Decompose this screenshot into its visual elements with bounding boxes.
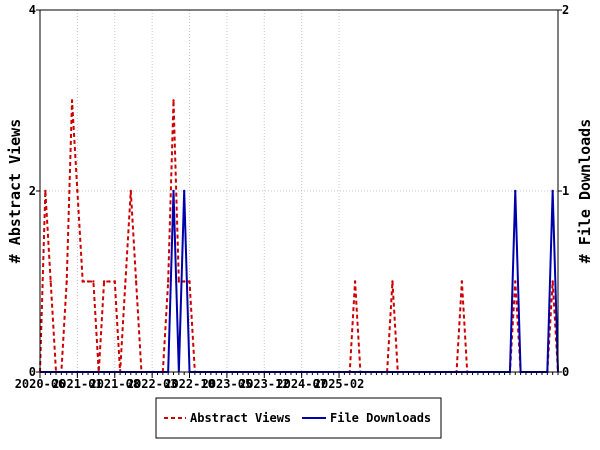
x-tick-label: 2022-10 bbox=[164, 377, 215, 391]
data-point bbox=[182, 189, 186, 193]
y-right-axis-title: # File Downloads bbox=[576, 119, 594, 264]
data-point bbox=[172, 99, 175, 102]
data-point bbox=[391, 280, 394, 283]
x-tick-label: 2021-08 bbox=[89, 377, 140, 391]
y-right-tick-label: 2 bbox=[562, 3, 569, 17]
x-tick-label: 2021-01 bbox=[52, 377, 103, 391]
data-point bbox=[44, 189, 47, 193]
data-point bbox=[92, 280, 95, 283]
data-point bbox=[76, 189, 79, 193]
data-point bbox=[113, 280, 116, 283]
series-layer bbox=[39, 99, 559, 373]
legend-box bbox=[155, 397, 442, 439]
data-point bbox=[551, 280, 554, 283]
data-point bbox=[49, 280, 52, 283]
data-point bbox=[134, 280, 138, 283]
data-point bbox=[353, 280, 357, 283]
x-tick-label: 2025-02 bbox=[314, 377, 365, 391]
data-point bbox=[177, 280, 181, 283]
data-point bbox=[188, 280, 191, 283]
data-point bbox=[102, 280, 106, 283]
y-right-tick-label: 1 bbox=[562, 184, 569, 198]
data-point bbox=[514, 280, 517, 283]
x-tick-label: 2022-03 bbox=[127, 377, 178, 391]
plot-frame bbox=[39, 9, 559, 373]
data-point bbox=[172, 189, 175, 193]
data-point bbox=[129, 189, 132, 193]
y-right-tick-label: 0 bbox=[562, 365, 569, 379]
y-left-tick-label: 4 bbox=[29, 3, 36, 17]
series-line-abstract-views bbox=[39, 100, 559, 373]
data-point bbox=[70, 99, 74, 102]
data-point bbox=[514, 189, 517, 193]
data-point bbox=[108, 280, 111, 283]
data-point bbox=[551, 189, 554, 193]
data-point bbox=[460, 280, 464, 283]
legend: Abstract Views File Downloads bbox=[155, 397, 442, 439]
labels-layer: 0 2 4 0 1 2 2020-062021-012021-082022-032022-1… bbox=[15, 3, 570, 391]
x-tick-label: 2020-06 bbox=[15, 377, 66, 391]
legend-label-views: Abstract Views bbox=[190, 411, 291, 425]
data-point bbox=[65, 280, 68, 283]
y-left-axis-title: # Abstract Views bbox=[6, 119, 24, 264]
x-tick-label: 2023-05 bbox=[202, 377, 253, 391]
data-point bbox=[124, 280, 127, 283]
data-point bbox=[86, 280, 90, 283]
data-point bbox=[81, 280, 84, 283]
y-left-tick-label: 2 bbox=[29, 184, 36, 198]
data-point bbox=[182, 280, 186, 283]
x-tick-label: 2024-07 bbox=[276, 377, 327, 391]
y-left-tick-label: 0 bbox=[29, 365, 36, 379]
x-tick-label: 2023-12 bbox=[239, 377, 290, 391]
data-point bbox=[166, 280, 170, 283]
legend-label-downloads: File Downloads bbox=[330, 411, 431, 425]
